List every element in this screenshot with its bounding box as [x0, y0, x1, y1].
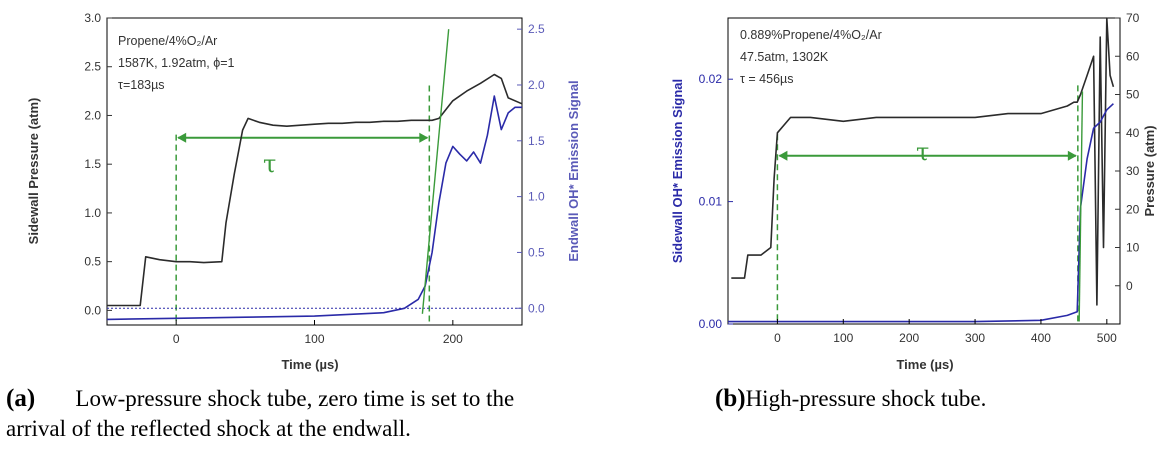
panel-a-series-pressure-line	[107, 73, 523, 307]
panel-a-series-emission-line	[106, 95, 522, 321]
panel-a-x-tick-label: 100	[304, 332, 324, 346]
panel-a-y-tick-label: 1.5	[84, 157, 101, 171]
panel-b-y2-tick-label: 10	[1126, 241, 1140, 255]
panel-b-series	[728, 17, 1115, 323]
panel-a-y-tick-label: 3.0	[84, 11, 101, 25]
panel-b-chart: 0 100 200 300 400 500 0.00 0.01 0.02 0 10 20 30 40 50 6…	[670, 11, 1157, 372]
panel-a-y-tick-label: 0.5	[84, 255, 101, 269]
panel-b-tau-markers	[776, 85, 1079, 324]
caption-b-label: (b)	[715, 385, 746, 412]
panel-b-tangent-line	[1078, 91, 1084, 322]
panel-b-series-pressure-line	[731, 17, 1115, 306]
panel-b-x-tick-label: 100	[833, 331, 853, 345]
panel-b-series-emission-line	[728, 103, 1114, 323]
panel-b-x-tick-label: 300	[965, 331, 985, 345]
panel-a-x-tick-label: 200	[443, 332, 463, 346]
panel-b-annotation-3: τ = 456µs	[740, 72, 794, 86]
caption-a-text: Low-pressure shock tube, zero time is se…	[6, 386, 515, 441]
panel-a-y2-tick-label: 2.5	[528, 22, 545, 36]
panel-a-chart: 0 100 200 0.0 0.5 1.0 1.5 2.0 2.5 3.0 0.0 0.5 1.0 1.5…	[26, 11, 581, 372]
panel-a-y2-tick-label: 0.5	[528, 245, 545, 259]
panel-a-y-tick-label: 2.0	[84, 108, 101, 122]
caption-a: (a) Low-pressure shock tube, zero time i…	[6, 384, 566, 444]
panel-b-x-tick-label: 400	[1031, 331, 1051, 345]
panel-b-y2-tick-label: 70	[1126, 11, 1140, 25]
panel-a-tau-markers	[175, 85, 431, 325]
panel-b-y2-tick-label: 40	[1126, 126, 1140, 140]
panel-a-y-axis-label: Sidewall Pressure (atm)	[26, 98, 41, 245]
panel-b-x-axis-label: Time (µs)	[896, 357, 953, 372]
panel-b-x-tick-label: 500	[1097, 331, 1117, 345]
panel-a-tau-arrow-head-left	[177, 132, 187, 143]
panel-a-y2-tick-label: 2.0	[528, 78, 545, 92]
panel-b-ticks: 0 100 200 300 400 500 0.00 0.01 0.02 0 10 20 30 40 50 6…	[699, 11, 1140, 345]
panel-b-y2-tick-label: 0	[1126, 279, 1133, 293]
panel-b-y2-tick-label: 20	[1126, 202, 1140, 216]
panel-a-y2-tick-label: 1.5	[528, 134, 545, 148]
panel-b-annotation-1: 0.889%Propene/4%O₂/Ar	[740, 28, 882, 42]
panel-a-x-axis-label: Time (µs)	[281, 357, 338, 372]
panel-a-tau-label: τ	[263, 150, 276, 178]
panel-a-tau-arrow-head-right	[419, 132, 429, 143]
panel-b-y2-tick-label: 50	[1126, 88, 1140, 102]
panel-b-y2-axis-label: Pressure (atm)	[1142, 125, 1157, 216]
panel-a-y2-axis-label: Endwall OH* Emission Signal	[566, 80, 581, 261]
panel-a-annotation-1: Propene/4%O₂/Ar	[118, 34, 217, 48]
panel-a-annotation-2: 1587K, 1.92atm, ϕ=1	[118, 56, 235, 70]
panel-b-y2-tick-label: 30	[1126, 164, 1140, 178]
caption-b: (b)High-pressure shock tube.	[715, 384, 1135, 414]
panel-a-y2-tick-label: 1.0	[528, 190, 545, 204]
caption-a-label: (a)	[6, 385, 36, 412]
panel-b-y-tick-label: 0.01	[699, 195, 723, 209]
panel-a-series	[106, 29, 523, 321]
panel-b-x-tick-label: 200	[899, 331, 919, 345]
panel-a-y2-tick-label: 0.0	[528, 301, 545, 315]
panel-a-ticks: 0 100 200 0.0 0.5 1.0 1.5 2.0 2.5 3.0 0.0 0.5 1.0 1.5…	[84, 11, 545, 346]
panel-b-x-tick-label: 0	[774, 331, 781, 345]
panel-b-y-tick-label: 0.00	[699, 317, 723, 331]
caption-b-text: High-pressure shock tube.	[745, 386, 987, 411]
panel-a-y-tick-label: 2.5	[84, 60, 101, 74]
panel-b-annotation-2: 47.5atm, 1302K	[740, 50, 829, 64]
panel-b-tau-label: τ	[916, 138, 929, 166]
panel-a-x-tick-label: 0	[173, 332, 180, 346]
panel-a-tangent-line	[421, 29, 450, 314]
panel-a-y-tick-label: 1.0	[84, 206, 101, 220]
panel-b-y-axis-label: Sidewall OH* Emission Signal	[670, 79, 685, 263]
panel-b-tau-arrow-head-left	[778, 150, 788, 161]
panel-b-y2-tick-label: 60	[1126, 49, 1140, 63]
panel-b-tau-arrow-head-right	[1067, 150, 1077, 161]
panel-a-y-tick-label: 0.0	[84, 303, 101, 317]
panel-b-y-tick-label: 0.02	[699, 72, 723, 86]
panel-a-annotation-3: τ=183µs	[118, 78, 165, 92]
